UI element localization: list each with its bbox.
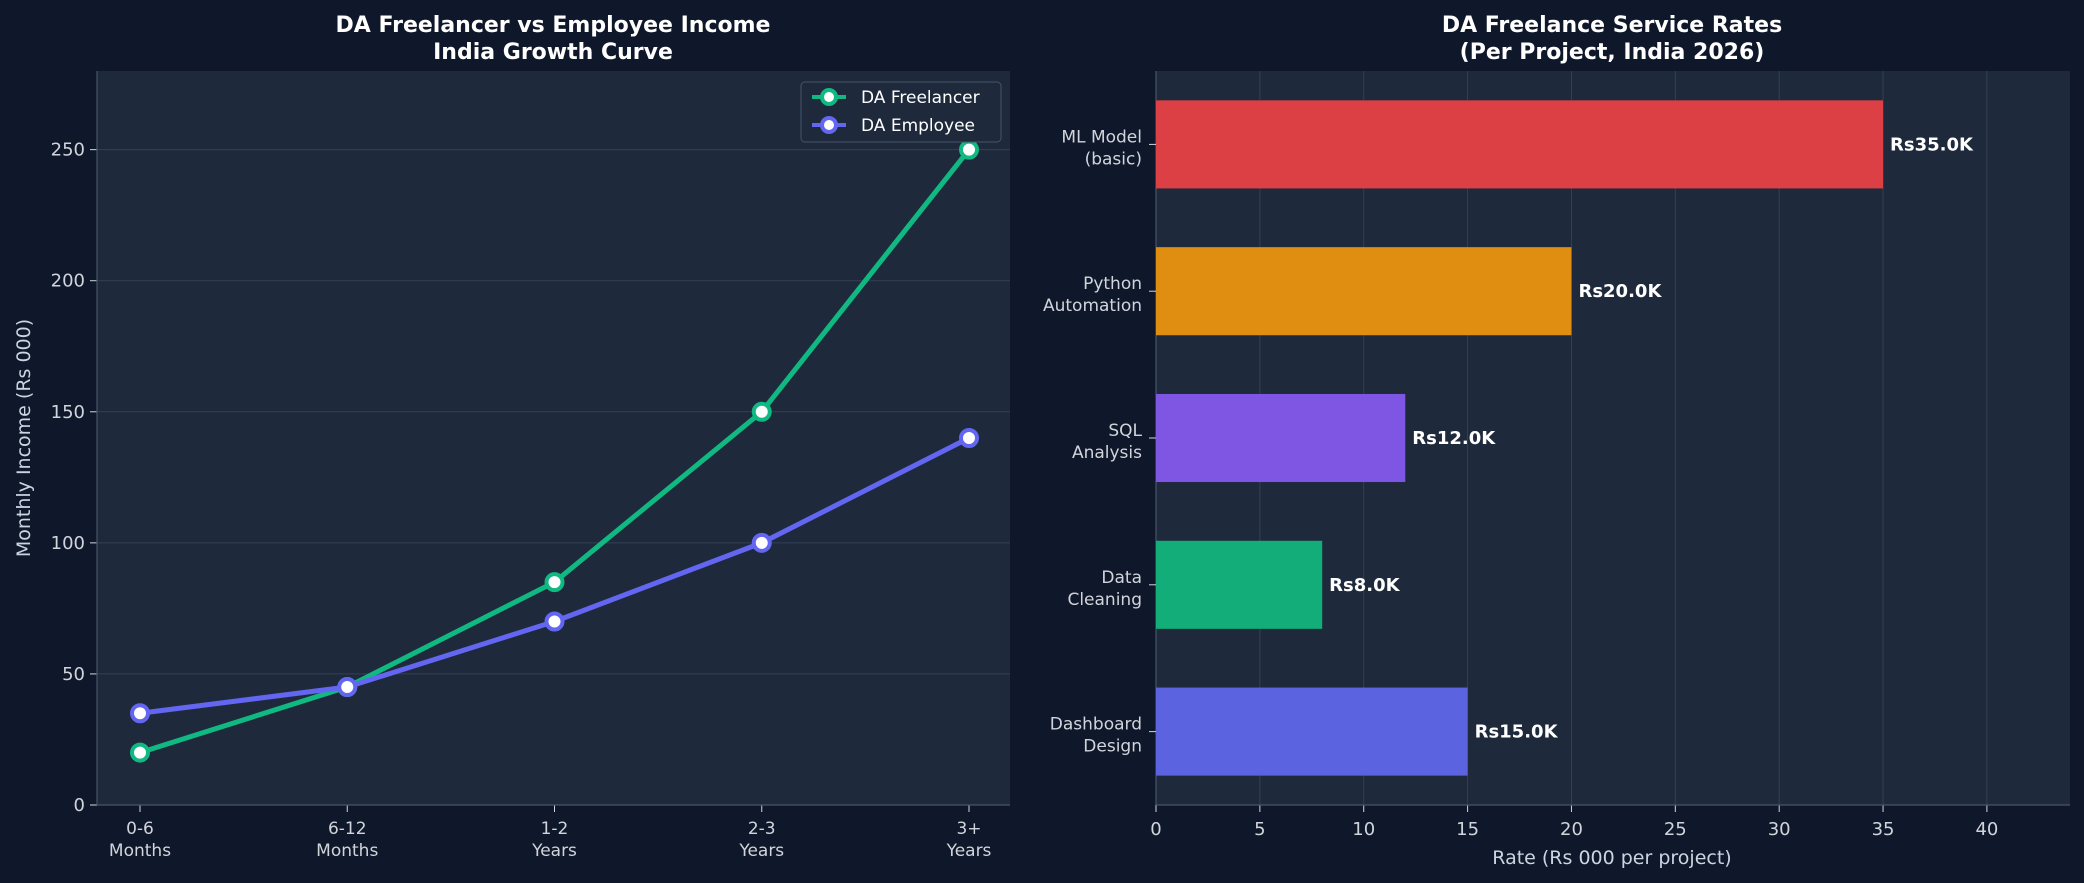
y-tick-label: 150 <box>51 402 85 423</box>
x-tick-label: 35 <box>1872 819 1895 840</box>
y-tick-label: Dashboard <box>1050 715 1142 735</box>
legend-label-freelancer: DA Freelancer <box>861 88 980 108</box>
x-tick-label-line-2: Months <box>316 841 378 861</box>
series-0-point <box>130 742 150 763</box>
y-tick-label-line-2: Cleaning <box>1067 590 1142 610</box>
line-chart-y-axis-label: Monthly Income (Rs 000) <box>13 319 35 557</box>
x-tick-label-line-2: Years <box>738 841 784 861</box>
x-tick-label: 30 <box>1768 819 1791 840</box>
bar-chart-axes: 0 5 10 15 20 25 30 35 40 ML Model(basic) PythonAut… <box>1043 71 2070 840</box>
x-tick-label: 20 <box>1560 819 1583 840</box>
y-tick-label: 250 <box>51 140 85 161</box>
y-tick-label-line-2: Automation <box>1043 296 1142 316</box>
bar <box>1156 540 1323 629</box>
series-0-point <box>544 572 565 593</box>
x-tick-label: 10 <box>1352 819 1375 840</box>
line-chart-title-line-1: DA Freelancer vs Employee Income <box>336 13 771 38</box>
x-tick-label: 3+ <box>956 819 981 839</box>
x-tick-label: 0-6 <box>126 819 154 839</box>
x-tick-label: 0 <box>1150 819 1161 840</box>
y-tick-label: ML Model <box>1061 127 1142 147</box>
x-tick-label-line-2: Months <box>109 841 171 861</box>
y-tick-label: 200 <box>51 271 85 292</box>
series-1-point <box>544 611 565 632</box>
bar-chart-title-line-1: DA Freelance Service Rates <box>1442 13 1782 38</box>
bar-value-label: Rs20.0K <box>1578 281 1662 302</box>
y-tick-label: Data <box>1101 568 1142 588</box>
bar <box>1156 247 1572 336</box>
x-tick-label: 15 <box>1456 819 1479 840</box>
bar-value-label: Rs8.0K <box>1329 575 1400 596</box>
x-tick-label: 25 <box>1664 819 1687 840</box>
series-1-point <box>751 532 772 553</box>
bar-value-label: Rs35.0K <box>1890 134 1974 155</box>
bar <box>1156 100 1884 189</box>
service-rates-bar-chart: 0 5 10 15 20 25 30 35 40 ML Model(basic) PythonAut… <box>1043 13 2070 869</box>
series-0-point <box>959 139 979 160</box>
legend-marker-freelancer <box>820 88 838 106</box>
series-0-point <box>751 401 772 422</box>
line-chart-title-line-2: India Growth Curve <box>433 40 673 65</box>
bar <box>1156 393 1406 483</box>
y-tick-label-line-2: (basic) <box>1085 149 1142 169</box>
line-chart-series <box>130 139 979 763</box>
x-tick-label: 2-3 <box>748 819 776 839</box>
series-1-point <box>337 677 358 698</box>
y-tick-label: 50 <box>62 664 85 685</box>
x-tick-label: 1-2 <box>541 819 569 839</box>
bar-value-label: Rs15.0K <box>1475 722 1559 743</box>
x-tick-label: 6-12 <box>328 819 367 839</box>
y-tick-label: SQL <box>1108 421 1142 441</box>
y-tick-label-line-2: Analysis <box>1072 443 1142 463</box>
series-1-point <box>130 703 150 724</box>
bar-value-label: Rs12.0K <box>1412 428 1496 449</box>
legend-box <box>800 81 1002 143</box>
y-tick-label: Python <box>1083 274 1142 294</box>
y-tick-label: 100 <box>51 533 85 554</box>
bar-chart-title-line-2: (Per Project, India 2026) <box>1460 40 1765 65</box>
x-tick-label-line-2: Years <box>946 841 992 861</box>
x-tick-label-line-2: Years <box>531 841 577 861</box>
line-chart-legend: DA Freelancer DA Employee <box>800 81 1002 143</box>
bar-chart-x-axis-label: Rate (Rs 000 per project) <box>1492 847 1731 869</box>
income-growth-line-chart: 0501001502002500-6Months6-12Months1-2Yea… <box>13 13 1010 861</box>
bar-chart-gridlines <box>1259 71 1988 805</box>
x-tick-label: 5 <box>1254 819 1265 840</box>
line-chart-axes: 0501001502002500-6Months6-12Months1-2Yea… <box>51 71 1010 861</box>
x-tick-label: 40 <box>1975 819 1998 840</box>
y-tick-label: 0 <box>74 795 85 816</box>
bar-chart-bars: Rs35.0K Rs20.0K Rs12.0K Rs8.0K Rs15.0K <box>1156 100 1974 776</box>
y-tick-label-line-2: Design <box>1083 737 1142 757</box>
legend-label-employee: DA Employee <box>861 116 975 136</box>
series-1-point <box>959 428 979 448</box>
bar <box>1156 687 1468 776</box>
line-chart-panel <box>97 71 1010 805</box>
legend-marker-employee <box>820 116 838 134</box>
line-chart-gridlines <box>97 149 1010 675</box>
